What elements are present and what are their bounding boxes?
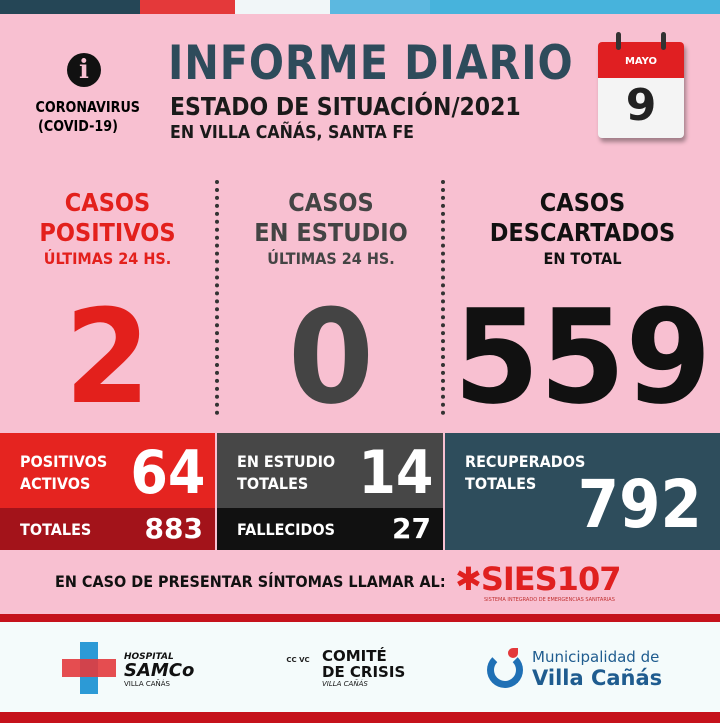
top-stripe-blue [0,0,140,14]
stat-label: DESCARTADOS [489,218,676,247]
logo-line: Villa Cañás [532,666,663,690]
logo-line: VILLA CAÑÁS [322,680,368,688]
box-value: 883 [144,512,203,545]
footer: HOSPITAL SAMCo VILLA CAÑÁS CC VC COMITÉ … [0,622,720,712]
hospital-cross-icon [62,642,116,694]
stat-value: 559 [453,281,712,433]
divider [441,180,445,415]
stat-positivos: CASOS POSITIVOS ÚLTIMAS 24 HS. 2 [0,188,215,422]
top-stripe-red [140,0,235,14]
label-line: TOTALES [465,474,537,493]
stat-label: POSITIVOS [39,218,176,247]
stat-en-estudio: CASOS EN ESTUDIO ÚLTIMAS 24 HS. 0 [219,188,443,422]
label-line: TOTALES [237,474,309,493]
topic-label: CORONAVIRUS (COVID-19) [35,98,140,136]
label-line: ACTIVOS [20,474,91,493]
recuperados-box: RECUPERADOS TOTALES 792 [445,433,720,550]
totales-box: TOTALES 883 [0,508,215,550]
stat-period: EN TOTAL [543,249,622,268]
box-label: POSITIVOS ACTIVOS [20,451,107,495]
label-line: EN ESTUDIO [237,452,336,471]
stat-value: 0 [288,281,374,433]
municipalidad-logo: Municipalidad de Villa Cañás [532,648,662,690]
contact-text: EN CASO DE PRESENTAR SÍNTOMAS LLAMAR AL: [55,572,446,591]
calendar-ring [616,32,621,50]
calendar-icon: MAYO 9 [598,32,684,138]
info-icon: i [67,53,101,87]
stat-label: CASOS [64,188,151,217]
box-label: FALLECIDOS [237,520,336,539]
drop-icon [508,648,518,658]
logo-line: VILLA CAÑÁS [124,680,170,688]
logo-line: DE CRISIS [322,663,406,681]
location: EN VILLA CAÑÁS, SANTA FE [170,122,414,143]
sies-logo-sub: SISTEMA INTEGRADO DE EMERGENCIAS SANITAR… [484,597,615,603]
stat-label: EN ESTUDIO [254,218,408,247]
divider [215,180,219,415]
subtitle: ESTADO DE SITUACIÓN/2021 [170,92,521,121]
top-stripe-cyan [430,0,720,14]
sies-logo: ✱SIES107 [455,560,622,598]
footer-line [0,614,720,622]
box-label: RECUPERADOS TOTALES [465,451,585,495]
top-stripe-white [235,0,330,14]
box-value: 64 [129,438,205,508]
label-line: POSITIVOS [20,452,108,471]
bottom-line [0,712,720,723]
sies-logo-text: SIES107 [480,560,622,598]
comite-logo: COMITÉ DE CRISIS VILLA CAÑÁS [322,648,405,688]
top-stripe-lightblue [330,0,430,14]
positivos-activos-box: POSITIVOS ACTIVOS 64 [0,433,215,508]
stat-descartados: CASOS DESCARTADOS EN TOTAL 559 [445,188,720,422]
calendar-ring [661,32,666,50]
en-estudio-totales-box: EN ESTUDIO TOTALES 14 [217,433,443,508]
logo-line: Municipalidad de [532,648,660,666]
topic-sub: (COVID-19) [38,117,118,135]
calendar-day: 9 [625,80,657,131]
stat-label: CASOS [288,188,374,217]
calendar-month: MAYO [598,42,684,78]
municipalidad-icon [487,652,523,688]
box-value: 14 [357,438,433,508]
stat-label: CASOS [539,188,626,217]
logo-line: HOSPITAL [124,652,174,662]
logo-line: COMITÉ [322,647,387,665]
box-label: EN ESTUDIO TOTALES [237,451,335,495]
topic: CORONAVIRUS [35,98,140,116]
fallecidos-box: FALLECIDOS 27 [217,508,443,550]
label-line: RECUPERADOS [465,452,586,471]
box-label: TOTALES [20,520,92,539]
star-of-life-icon: ✱ [455,560,482,598]
stat-value: 2 [64,281,151,433]
comite-mark-icon: CC VC [286,656,310,664]
stat-period: ÚLTIMAS 24 HS. [43,249,172,268]
hospital-logo: HOSPITAL SAMCo VILLA CAÑÁS [124,652,194,688]
box-value: 27 [392,512,431,545]
box-value: 792 [577,466,702,543]
page-title: INFORME DIARIO [168,36,574,91]
stat-period: ÚLTIMAS 24 HS. [267,249,395,268]
logo-line: SAMCo [124,660,195,681]
